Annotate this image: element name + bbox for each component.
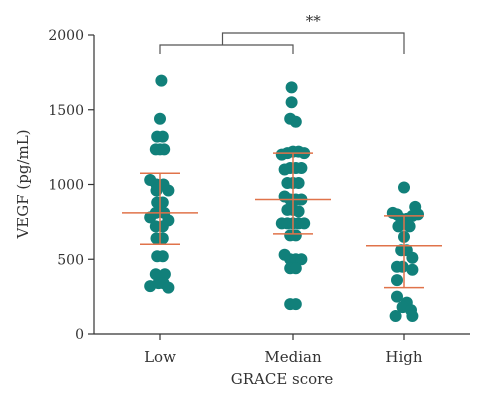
data-point [292,205,305,218]
data-point [158,143,171,156]
y-axis: 0 500 1000 1500 2000 [48,28,95,343]
data-point [156,196,169,209]
data-point [295,253,308,266]
data-point [158,268,171,281]
y-tick-label: 0 [75,327,84,343]
x-category-label: High [385,348,422,366]
bracket-low-median [159,44,294,54]
x-axis-title: GRACE score [231,370,334,388]
data-point [392,220,405,233]
y-tick-label: 500 [57,252,84,268]
data-point [285,96,298,109]
y-tick-label: 1000 [48,178,84,194]
x-category-label: Low [144,348,176,366]
data-point [391,274,403,287]
data-point [162,281,175,294]
data-point [298,217,311,230]
data-point [156,250,169,263]
significance-label: ** [306,12,322,30]
data-point [406,251,419,264]
data-point [389,310,402,323]
data-point [406,263,419,276]
data-point [406,310,419,323]
y-tick-label: 1500 [48,103,84,119]
plot-marks [122,74,442,323]
y-axis-title: VEGF (pg/mL) [14,129,32,239]
data-point [289,298,302,311]
bracket-to-high [221,32,405,54]
data-point [391,290,403,303]
data-point [292,177,305,190]
data-point [289,115,302,128]
data-point [156,232,169,245]
y-tick-label: 2000 [48,28,84,44]
data-point [285,81,298,94]
data-point [144,211,157,224]
x-axis: Low Median High [94,333,470,366]
data-point [162,184,175,197]
data-point [295,162,308,175]
significance-bracket: ** [159,12,405,54]
data-point [289,262,302,275]
data-point [396,260,409,273]
data-point [289,229,302,242]
data-point [156,220,169,233]
data-point [155,74,168,87]
data-point [156,130,169,143]
data-point [154,112,166,125]
data-point [403,220,416,233]
x-category-label: Median [264,348,322,366]
data-point [398,181,410,194]
